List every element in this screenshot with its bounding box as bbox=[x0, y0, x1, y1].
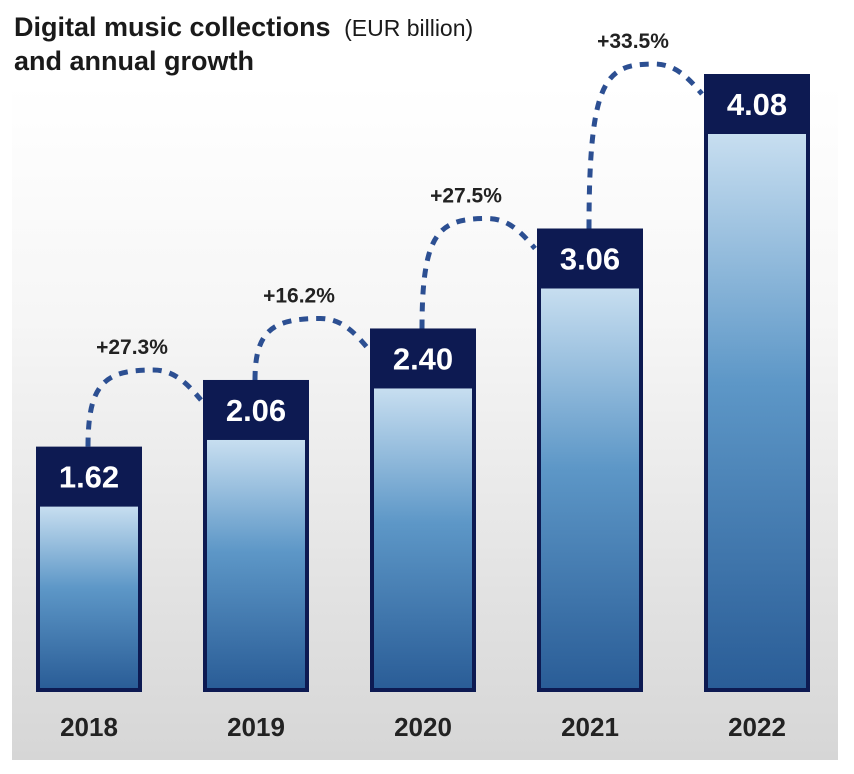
value-label: 3.06 bbox=[560, 242, 620, 277]
bar-fill bbox=[40, 506, 138, 688]
growth-connector bbox=[252, 315, 370, 380]
x-tick-label: 2022 bbox=[728, 712, 786, 742]
bars bbox=[36, 74, 810, 692]
x-tick-label: 2018 bbox=[60, 712, 118, 742]
growth-connectors bbox=[85, 61, 704, 447]
value-label: 2.06 bbox=[226, 393, 286, 428]
value-label: 1.62 bbox=[59, 460, 119, 495]
x-tick-label: 2020 bbox=[394, 712, 452, 742]
labels: 1.62 2018 2.06 2019 2.40 2020 3.06 2021 4.08 2022… bbox=[59, 30, 787, 742]
chart-title-unit: (EUR billion) bbox=[344, 15, 473, 41]
x-tick-label: 2019 bbox=[227, 712, 285, 742]
bar-2022 bbox=[704, 74, 810, 692]
growth-label: +27.5% bbox=[430, 185, 502, 208]
chart-title: Digital music collections (EUR billion) bbox=[14, 12, 473, 42]
chart-title-main: Digital music collections bbox=[14, 12, 331, 42]
bar-2019 bbox=[203, 379, 309, 692]
growth-label: +33.5% bbox=[597, 30, 669, 53]
growth-connector bbox=[419, 215, 537, 329]
bar-2020 bbox=[370, 328, 476, 692]
bar-fill bbox=[541, 288, 639, 688]
bar-fill bbox=[374, 388, 472, 688]
bar-2021 bbox=[537, 228, 643, 692]
chart-subtitle: and annual growth bbox=[14, 46, 254, 76]
x-tick-label: 2021 bbox=[561, 712, 619, 742]
bar-fill bbox=[207, 439, 305, 688]
bar-fill bbox=[708, 134, 806, 688]
growth-label: +16.2% bbox=[263, 284, 335, 307]
growth-connector bbox=[85, 367, 203, 447]
bar-2018 bbox=[36, 446, 142, 692]
value-label: 2.40 bbox=[393, 341, 453, 376]
growth-label: +27.3% bbox=[96, 336, 168, 359]
value-label: 4.08 bbox=[727, 87, 787, 122]
